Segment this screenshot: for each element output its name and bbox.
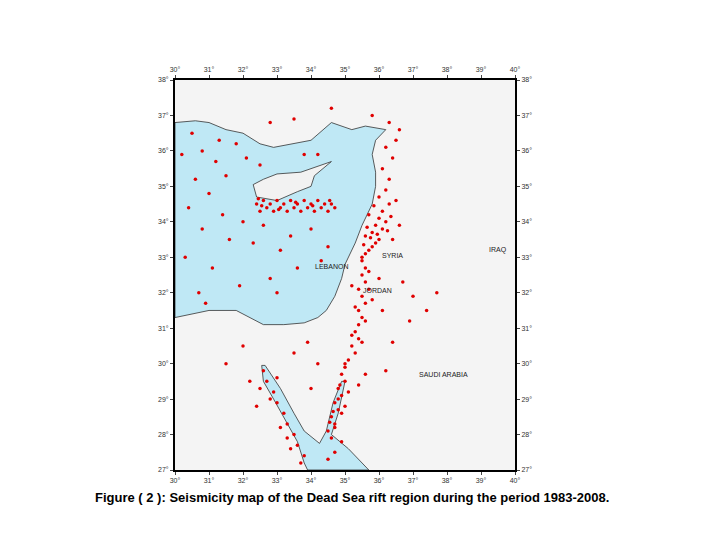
svg-text:35°: 35° — [340, 477, 351, 484]
svg-text:34°: 34° — [306, 66, 317, 73]
svg-text:SAUDI ARABIA: SAUDI ARABIA — [419, 371, 468, 378]
svg-text:JORDAN: JORDAN — [363, 287, 392, 294]
svg-text:37°: 37° — [408, 477, 419, 484]
svg-text:31°: 31° — [204, 477, 215, 484]
svg-text:33°: 33° — [272, 477, 283, 484]
svg-text:28°: 28° — [158, 431, 169, 438]
svg-text:31°: 31° — [521, 325, 532, 332]
svg-text:30°: 30° — [170, 66, 181, 73]
svg-text:27°: 27° — [158, 466, 169, 473]
svg-text:SYRIA: SYRIA — [382, 252, 403, 259]
svg-text:34°: 34° — [158, 218, 169, 225]
svg-text:35°: 35° — [340, 66, 351, 73]
svg-text:36°: 36° — [521, 147, 532, 154]
svg-text:32°: 32° — [158, 289, 169, 296]
svg-text:37°: 37° — [408, 66, 419, 73]
svg-text:33°: 33° — [521, 254, 532, 261]
svg-text:32°: 32° — [238, 477, 249, 484]
svg-text:30°: 30° — [158, 360, 169, 367]
svg-text:IRAQ: IRAQ — [489, 246, 507, 254]
svg-text:40°: 40° — [510, 66, 521, 73]
svg-text:34°: 34° — [521, 218, 532, 225]
svg-text:33°: 33° — [272, 66, 283, 73]
svg-text:29°: 29° — [521, 396, 532, 403]
svg-text:27°: 27° — [521, 466, 532, 473]
svg-text:36°: 36° — [374, 66, 385, 73]
svg-text:38°: 38° — [442, 477, 453, 484]
svg-text:31°: 31° — [204, 66, 215, 73]
svg-text:32°: 32° — [521, 289, 532, 296]
svg-text:35°: 35° — [521, 183, 532, 190]
svg-text:38°: 38° — [442, 66, 453, 73]
svg-text:32°: 32° — [238, 66, 249, 73]
svg-text:28°: 28° — [521, 431, 532, 438]
svg-text:37°: 37° — [158, 112, 169, 119]
svg-text:29°: 29° — [158, 396, 169, 403]
svg-text:40°: 40° — [510, 477, 521, 484]
svg-text:38°: 38° — [158, 76, 169, 83]
svg-text:36°: 36° — [158, 147, 169, 154]
svg-text:38°: 38° — [521, 76, 532, 83]
svg-text:34°: 34° — [306, 477, 317, 484]
svg-text:37°: 37° — [521, 112, 532, 119]
svg-text:36°: 36° — [374, 477, 385, 484]
svg-text:31°: 31° — [158, 325, 169, 332]
svg-text:33°: 33° — [158, 254, 169, 261]
svg-text:39°: 39° — [476, 66, 487, 73]
svg-text:Figure ( 2 ): Seismicity map o: Figure ( 2 ): Seismicity map of the Dead… — [95, 490, 609, 505]
svg-text:LEBANON: LEBANON — [315, 263, 348, 270]
svg-text:30°: 30° — [170, 477, 181, 484]
svg-text:30°: 30° — [521, 360, 532, 367]
svg-text:35°: 35° — [158, 183, 169, 190]
svg-text:39°: 39° — [476, 477, 487, 484]
